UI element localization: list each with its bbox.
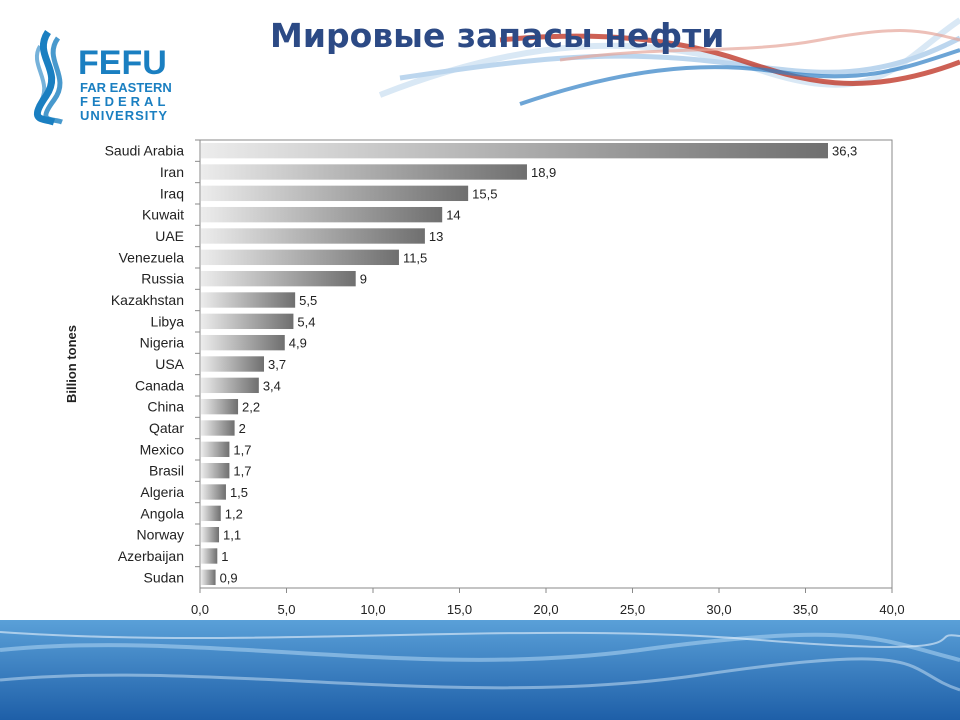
bar-algeria <box>201 484 226 500</box>
category-label: Iran <box>160 164 184 180</box>
x-tick-label: 15,0 <box>447 602 472 617</box>
bar-norway <box>201 526 220 543</box>
category-label: Canada <box>135 377 184 393</box>
fefu-logo: FEFU FAR EASTERN FEDERAL UNIVERSITY <box>28 26 198 131</box>
value-label: 5,5 <box>299 293 317 308</box>
bar-russia <box>201 270 356 287</box>
x-tick-label: 30,0 <box>706 602 731 617</box>
category-label: China <box>147 399 184 415</box>
bar-brasil <box>201 462 230 479</box>
value-label: 15,5 <box>472 186 497 201</box>
value-label: 1,2 <box>225 506 243 521</box>
value-label: 0,9 <box>220 570 238 585</box>
value-label: 36,3 <box>832 144 857 159</box>
fefu-logo-graphic: FEFU FAR EASTERN FEDERAL UNIVERSITY <box>33 30 172 126</box>
bar-kazakhstan <box>201 292 296 308</box>
bar-venezuela <box>201 249 399 266</box>
value-label: 14 <box>446 208 460 223</box>
x-tick-label: 35,0 <box>793 602 818 617</box>
value-labels: 36,318,915,5141311,595,55,44,93,73,42,22… <box>220 144 858 586</box>
logo-word: FEFU <box>78 44 167 82</box>
bar-usa <box>201 356 265 372</box>
oil-reserves-chart: Saudi Arabia Iran Iraq Kuwait UAE Venezuela Ru… <box>64 139 905 617</box>
bar-iran <box>201 164 527 180</box>
category-label: Russia <box>141 271 184 287</box>
category-label: USA <box>155 356 184 372</box>
category-label: Kazakhstan <box>111 292 184 308</box>
bar-kuwait <box>201 206 443 223</box>
value-label: 9 <box>360 272 367 287</box>
value-label: 11,5 <box>403 250 427 265</box>
value-label: 3,7 <box>268 357 286 372</box>
category-label: Iraq <box>160 185 184 201</box>
footer-wave-decoration <box>0 620 960 720</box>
x-tick-label: 25,0 <box>620 602 645 617</box>
value-label: 1,7 <box>233 464 251 479</box>
category-labels: Saudi Arabia Iran Iraq Kuwait UAE Venezuela Ru… <box>105 139 200 585</box>
value-label: 2,2 <box>242 400 260 415</box>
x-axis: 0,0 5,0 10,0 15,0 20,0 25,0 30,0 35,0 40,0 <box>191 588 905 617</box>
value-label: 4,9 <box>289 336 307 351</box>
category-label: Libya <box>151 313 185 329</box>
value-label: 1 <box>221 549 228 564</box>
category-label: Sudan <box>144 569 184 585</box>
category-label: Norway <box>137 527 184 543</box>
category-label: Mexico <box>140 441 185 457</box>
bar-sudan <box>201 569 216 586</box>
bar-qatar <box>201 420 235 436</box>
value-label: 1,5 <box>230 485 248 500</box>
category-label: Algeria <box>140 484 184 500</box>
logo-line2: FEDERAL <box>80 94 169 109</box>
category-label: Venezuela <box>119 249 185 265</box>
bar-nigeria <box>201 334 285 351</box>
bar-canada <box>201 377 259 394</box>
category-label: Kuwait <box>142 207 184 223</box>
logo-line1: FAR EASTERN <box>80 80 172 95</box>
category-label: Saudi Arabia <box>105 143 185 159</box>
x-tick-label: 40,0 <box>879 602 904 617</box>
x-tick-label: 10,0 <box>360 602 385 617</box>
bar-saudi-arabia <box>201 142 828 159</box>
bar-libya <box>201 313 294 330</box>
bars-group <box>201 142 828 586</box>
category-label: UAE <box>155 228 184 244</box>
x-tick-label: 20,0 <box>533 602 558 617</box>
bar-uae <box>201 228 425 244</box>
y-axis-label: Billion tones <box>64 325 79 403</box>
value-label: 1,7 <box>233 442 251 457</box>
value-label: 2 <box>239 421 246 436</box>
header-wave-decoration <box>378 17 960 106</box>
category-label: Qatar <box>149 420 184 436</box>
bar-azerbaijan <box>201 548 218 564</box>
logo-line3: UNIVERSITY <box>80 108 168 123</box>
x-tick-label: 5,0 <box>277 602 295 617</box>
value-label: 5,4 <box>297 314 315 329</box>
value-label: 13 <box>429 229 443 244</box>
bar-iraq <box>201 185 469 202</box>
slide-title: Мировые запасы нефти <box>270 16 725 55</box>
category-label: Azerbaijan <box>118 548 184 564</box>
category-label: Nigeria <box>140 335 185 351</box>
bar-china <box>201 398 239 415</box>
value-label: 3,4 <box>263 378 281 393</box>
value-label: 18,9 <box>531 165 556 180</box>
category-label: Brasil <box>149 463 184 479</box>
category-label: Angola <box>140 505 184 521</box>
value-label: 1,1 <box>223 528 241 543</box>
bar-angola <box>201 505 221 522</box>
x-tick-label: 0,0 <box>191 602 209 617</box>
bar-mexico <box>201 441 230 458</box>
